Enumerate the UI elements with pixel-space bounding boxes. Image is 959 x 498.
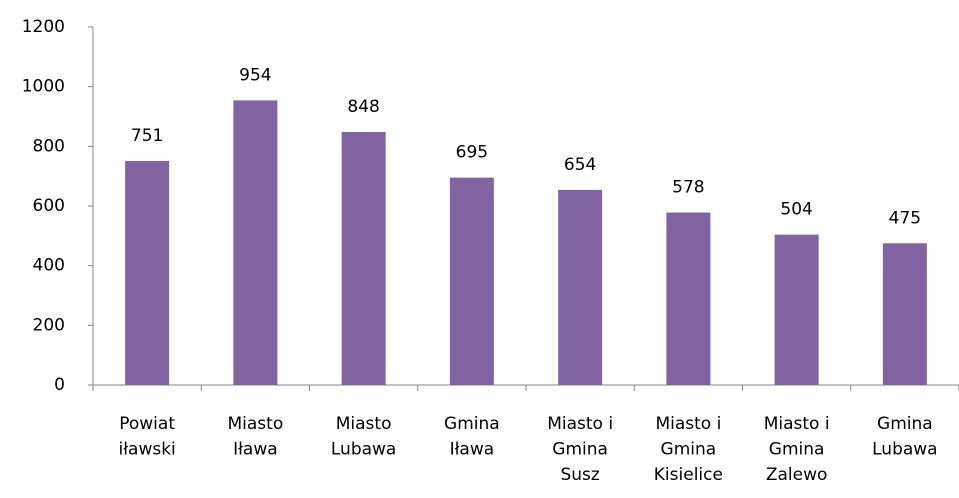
bar <box>233 100 278 385</box>
x-tick-label-line: Miasto i <box>764 414 830 434</box>
x-tick-label: Miasto i Gmina Zalewo <box>764 414 830 485</box>
x-tick-label-line: Miasto i <box>547 414 613 434</box>
x-tick-label-line: Kisielice <box>654 465 723 485</box>
x-tick-label-line: Iława <box>450 440 495 460</box>
data-label: 578 <box>672 178 704 198</box>
y-tick-label: 800 <box>33 136 65 156</box>
bar <box>449 177 494 385</box>
x-tick-label: Miasto i Gmina Kisielice <box>654 414 723 485</box>
data-label: 654 <box>564 155 596 175</box>
x-tick-label: Gmina Lubawa <box>872 414 937 460</box>
data-label: 848 <box>347 97 379 117</box>
x-tick-label-line: Gmina <box>661 440 717 460</box>
bar <box>125 160 170 385</box>
x-tick-label-line: Zalewo <box>766 465 828 485</box>
bar <box>882 243 927 385</box>
x-tick-label-line: iławski <box>118 440 175 460</box>
data-label: 695 <box>456 143 488 163</box>
bar <box>666 212 711 385</box>
data-label: 475 <box>889 208 921 228</box>
x-tick-label-line: Lubawa <box>872 440 937 460</box>
y-tick-label: 200 <box>33 315 65 335</box>
x-tick-label-line: Miasto <box>336 414 392 434</box>
x-tick-label-line: Iława <box>233 440 278 460</box>
y-tick-label: 600 <box>33 196 65 216</box>
data-label: 504 <box>780 200 812 220</box>
x-tick-label-line: Gmina <box>444 414 500 434</box>
x-tick-label-line: Gmina <box>769 440 825 460</box>
x-tick-label: Gmina Iława <box>444 414 500 460</box>
x-tick-label-line: Miasto <box>228 414 284 434</box>
x-tick-label: Powiat iławski <box>118 414 175 460</box>
x-tick-label: Miasto Iława <box>228 414 284 460</box>
y-tick-label: 400 <box>33 256 65 276</box>
y-tick-label: 1200 <box>22 17 65 37</box>
x-tick-label: Miasto Lubawa <box>331 414 396 460</box>
data-label: 751 <box>131 126 163 146</box>
y-tick-label: 1000 <box>22 77 65 97</box>
bar <box>558 189 603 385</box>
bar <box>774 234 819 385</box>
x-tick-label-line: Miasto i <box>655 414 721 434</box>
x-tick-label-line: Gmina <box>877 414 933 434</box>
x-tick-label-line: Lubawa <box>331 440 396 460</box>
x-tick-label: Miasto i Gmina Susz <box>547 414 613 485</box>
bar <box>341 132 386 385</box>
x-tick-label-line: Susz <box>560 465 599 485</box>
data-label: 954 <box>239 65 271 85</box>
x-tick-label-line: Gmina <box>552 440 608 460</box>
x-tick-label-line: Powiat <box>119 414 175 434</box>
y-tick-label: 0 <box>54 375 65 395</box>
